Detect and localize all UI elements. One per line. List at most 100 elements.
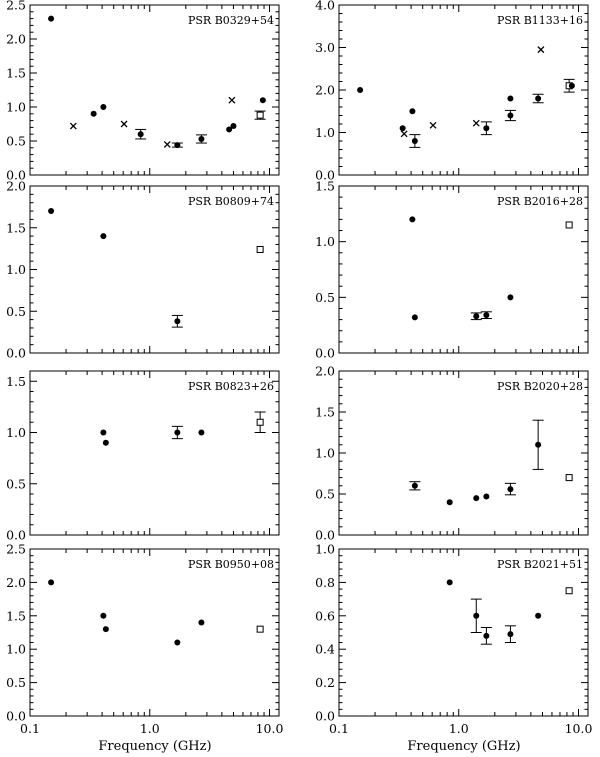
- x-axis-label-left: Frequency (GHz): [98, 739, 211, 754]
- plot-frame: [338, 370, 589, 536]
- y-tick-label: 1.5: [6, 374, 26, 389]
- data-point: [100, 104, 107, 110]
- x-tick-label: 0.1: [329, 721, 349, 736]
- panel-title: PSR B2021+51: [497, 558, 583, 571]
- x-tick-label: 10.0: [565, 721, 593, 736]
- data-point-square: [256, 625, 264, 633]
- y-tick-label: 0.5: [315, 290, 335, 305]
- y-tick-label: 2.0: [6, 575, 26, 590]
- data-point: [174, 318, 181, 325]
- y-tick-label: 2.0: [6, 179, 26, 194]
- panel-1: 0.0 0.5 1.0 1.5 2.0 2.5 PSR B0329+54: [6, 0, 280, 183]
- data-point-square: [256, 418, 264, 426]
- y-tick-label: 0.0: [6, 528, 26, 543]
- data-point: [409, 108, 416, 115]
- plot-frame: [29, 370, 280, 536]
- data-point: [507, 631, 514, 638]
- panel-title: PSR B0329+54: [188, 14, 274, 27]
- data-point: [100, 429, 107, 436]
- data-point: [90, 110, 97, 117]
- plot-frame: [338, 4, 589, 176]
- y-tick-label: 4.0: [315, 0, 335, 13]
- x-tick-label: 1.0: [140, 721, 160, 736]
- data-point: [473, 495, 480, 502]
- panel-4: 0.0 0.5 1.0 1.5 PSR B2016+28: [315, 179, 589, 361]
- data-point: [446, 499, 453, 506]
- data-point: [259, 97, 266, 104]
- panel-3: 0.0 0.5 1.0 1.5 2.0 PSR B0809+74: [6, 179, 280, 361]
- panel-8: 0.1 1.0 10.0 0.0 0.2 0.4 0.6 0.8 1.0 PSR B2021+51: [315, 542, 592, 737]
- y-tick-label: 0.0: [6, 168, 26, 183]
- panel-6: 0.0 0.5 1.0 1.5 2.0 PSR B2020+28: [315, 364, 589, 543]
- y-tick-label: 3.0: [315, 40, 335, 55]
- data-point: [507, 112, 514, 119]
- data-point: [411, 314, 418, 321]
- data-point: [483, 632, 490, 639]
- data-point: [473, 313, 480, 320]
- data-point: [102, 439, 109, 446]
- data-point-cross: [163, 140, 171, 148]
- y-tick-label: 2.0: [315, 83, 335, 98]
- y-tick-label: 0.2: [315, 675, 335, 690]
- y-tick-label: 1.0: [6, 100, 26, 115]
- y-tick-label: 1.0: [315, 542, 335, 557]
- data-point-square: [256, 111, 264, 119]
- data-point: [483, 493, 490, 500]
- x-tick-label: 0.1: [20, 721, 40, 736]
- y-tick-label: 0.5: [6, 675, 26, 690]
- y-tick-label: 1.5: [315, 179, 335, 194]
- y-tick-label: 0.0: [315, 528, 335, 543]
- data-point: [198, 429, 205, 436]
- data-point: [507, 486, 514, 493]
- data-point: [535, 441, 542, 448]
- data-point-square: [565, 587, 573, 595]
- y-tick-label: 1.0: [315, 446, 335, 461]
- data-point: [483, 312, 490, 319]
- data-point: [568, 82, 575, 89]
- panel-title: PSR B1133+16: [497, 14, 583, 27]
- y-tick-label: 0.0: [315, 168, 335, 183]
- y-tick-label: 2.0: [315, 364, 335, 379]
- y-tick-label: 1.5: [6, 220, 26, 235]
- panel-title: PSR B0823+26: [188, 380, 274, 393]
- data-point-square: [256, 245, 264, 253]
- plot-frame: [338, 548, 589, 717]
- data-point: [535, 95, 542, 102]
- data-point: [411, 482, 418, 489]
- data-point: [411, 138, 418, 144]
- data-point: [446, 579, 453, 586]
- y-tick-label: 1.0: [315, 234, 335, 249]
- y-tick-label: 0.5: [6, 304, 26, 319]
- data-point: [535, 612, 542, 619]
- y-tick-label: 0.0: [6, 709, 26, 724]
- data-point: [174, 142, 181, 149]
- data-point: [198, 135, 205, 142]
- data-point: [357, 87, 364, 93]
- y-tick-label: 0.5: [6, 134, 26, 149]
- x-tick-label: 10.0: [256, 721, 284, 736]
- x-axis-label-right: Frequency (GHz): [407, 739, 520, 754]
- y-tick-label: 1.0: [6, 262, 26, 277]
- y-tick-label: 1.5: [6, 608, 26, 623]
- data-point-cross: [400, 130, 408, 138]
- data-point-cross: [120, 120, 128, 128]
- y-tick-label: 2.5: [6, 0, 26, 13]
- panel-5: 0.0 0.5 1.0 1.5 PSR B0823+26: [6, 370, 280, 543]
- data-point: [48, 15, 55, 22]
- panel-title: PSR B2020+28: [497, 380, 583, 393]
- plot-frame: [338, 185, 589, 354]
- data-point-cross: [472, 119, 480, 127]
- data-point: [226, 126, 233, 133]
- data-point-square: [565, 221, 573, 229]
- data-point: [48, 579, 55, 586]
- data-point-square: [565, 474, 573, 482]
- plot-frame: [29, 548, 280, 717]
- y-tick-label: 1.0: [6, 425, 26, 440]
- data-point: [137, 131, 144, 138]
- y-tick-label: 0.0: [315, 346, 335, 361]
- plot-frame: [29, 4, 280, 176]
- data-point: [198, 619, 205, 626]
- y-tick-label: 0.6: [315, 608, 335, 623]
- panel-title: PSR B0809+74: [188, 195, 274, 208]
